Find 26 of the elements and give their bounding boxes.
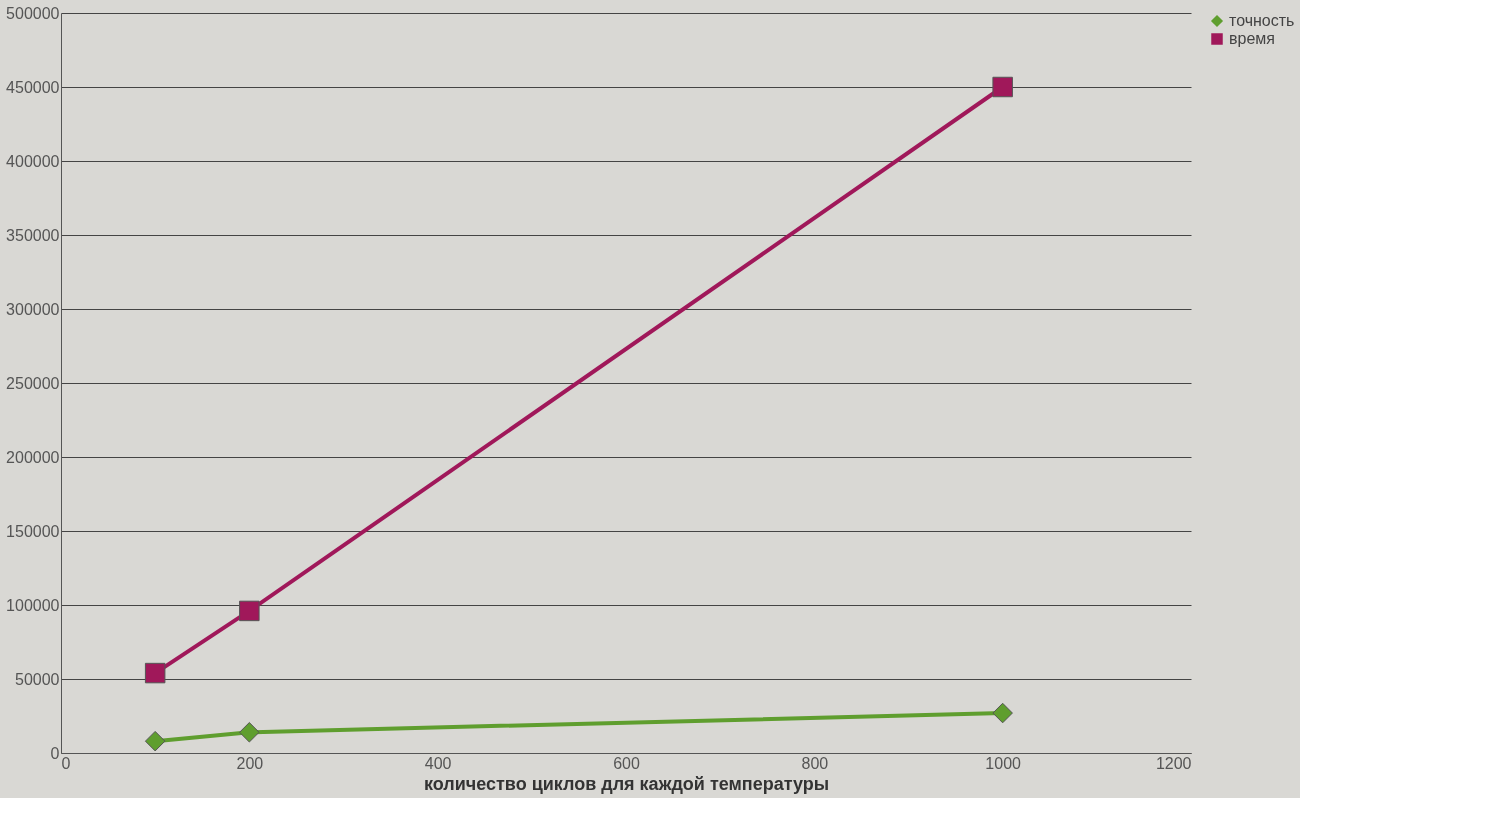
point bbox=[144, 662, 166, 684]
x-tick-label: 0 bbox=[61, 754, 71, 772]
legend-label: время bbox=[1229, 30, 1275, 47]
y-tick-label: 150000 bbox=[6, 522, 60, 540]
y-tick-label: 400000 bbox=[6, 152, 60, 170]
y-tick-label: 300000 bbox=[6, 300, 60, 318]
legend-label: точность bbox=[1229, 12, 1295, 29]
y-tick-label: 250000 bbox=[6, 374, 60, 392]
point bbox=[239, 600, 260, 622]
point bbox=[144, 730, 166, 752]
y-tick-label: 200000 bbox=[6, 448, 60, 466]
x-axis-title: количество циклов для каждой температуры bbox=[423, 773, 830, 794]
x-tick-label: 200 bbox=[236, 754, 264, 772]
x-tick-label: 1200 bbox=[1155, 754, 1192, 772]
x-tick-label: 600 bbox=[613, 754, 640, 772]
x-tick-label: 800 bbox=[801, 754, 829, 772]
point bbox=[992, 702, 1013, 724]
x-tick-label: 1000 bbox=[985, 754, 1022, 772]
y-tick-label: 500000 bbox=[6, 4, 60, 22]
y-tick-label: 100000 bbox=[6, 596, 60, 614]
y-tick-label: 50000 bbox=[15, 670, 60, 688]
point bbox=[239, 722, 260, 743]
x-tick-label: 400 bbox=[424, 754, 452, 772]
point bbox=[992, 76, 1013, 98]
y-tick-label: 350000 bbox=[6, 226, 60, 244]
y-tick-label: 450000 bbox=[6, 78, 60, 96]
